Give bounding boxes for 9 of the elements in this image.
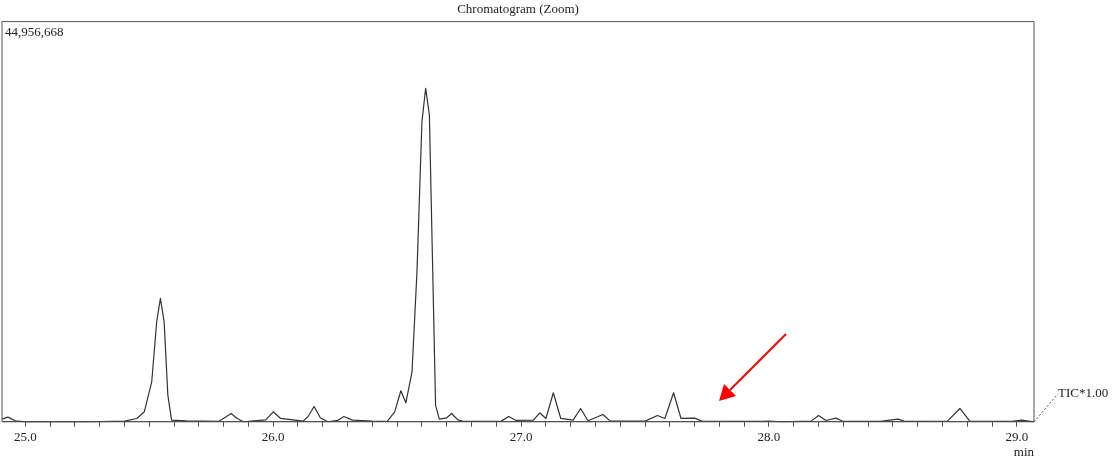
x-tick-label: 28.0: [757, 429, 781, 445]
chart-title: Chromatogram (Zoom): [457, 1, 579, 17]
x-axis-title: min: [1013, 443, 1035, 459]
x-tick-label: 27.0: [509, 429, 533, 445]
x-tick-label: 29.0: [1005, 429, 1029, 445]
x-tick-label: 26.0: [261, 429, 285, 445]
text: TIC*1.00: [1058, 385, 1109, 401]
x-tick-label: 25.0: [13, 429, 37, 445]
text: 44,956,668: [5, 23, 64, 39]
